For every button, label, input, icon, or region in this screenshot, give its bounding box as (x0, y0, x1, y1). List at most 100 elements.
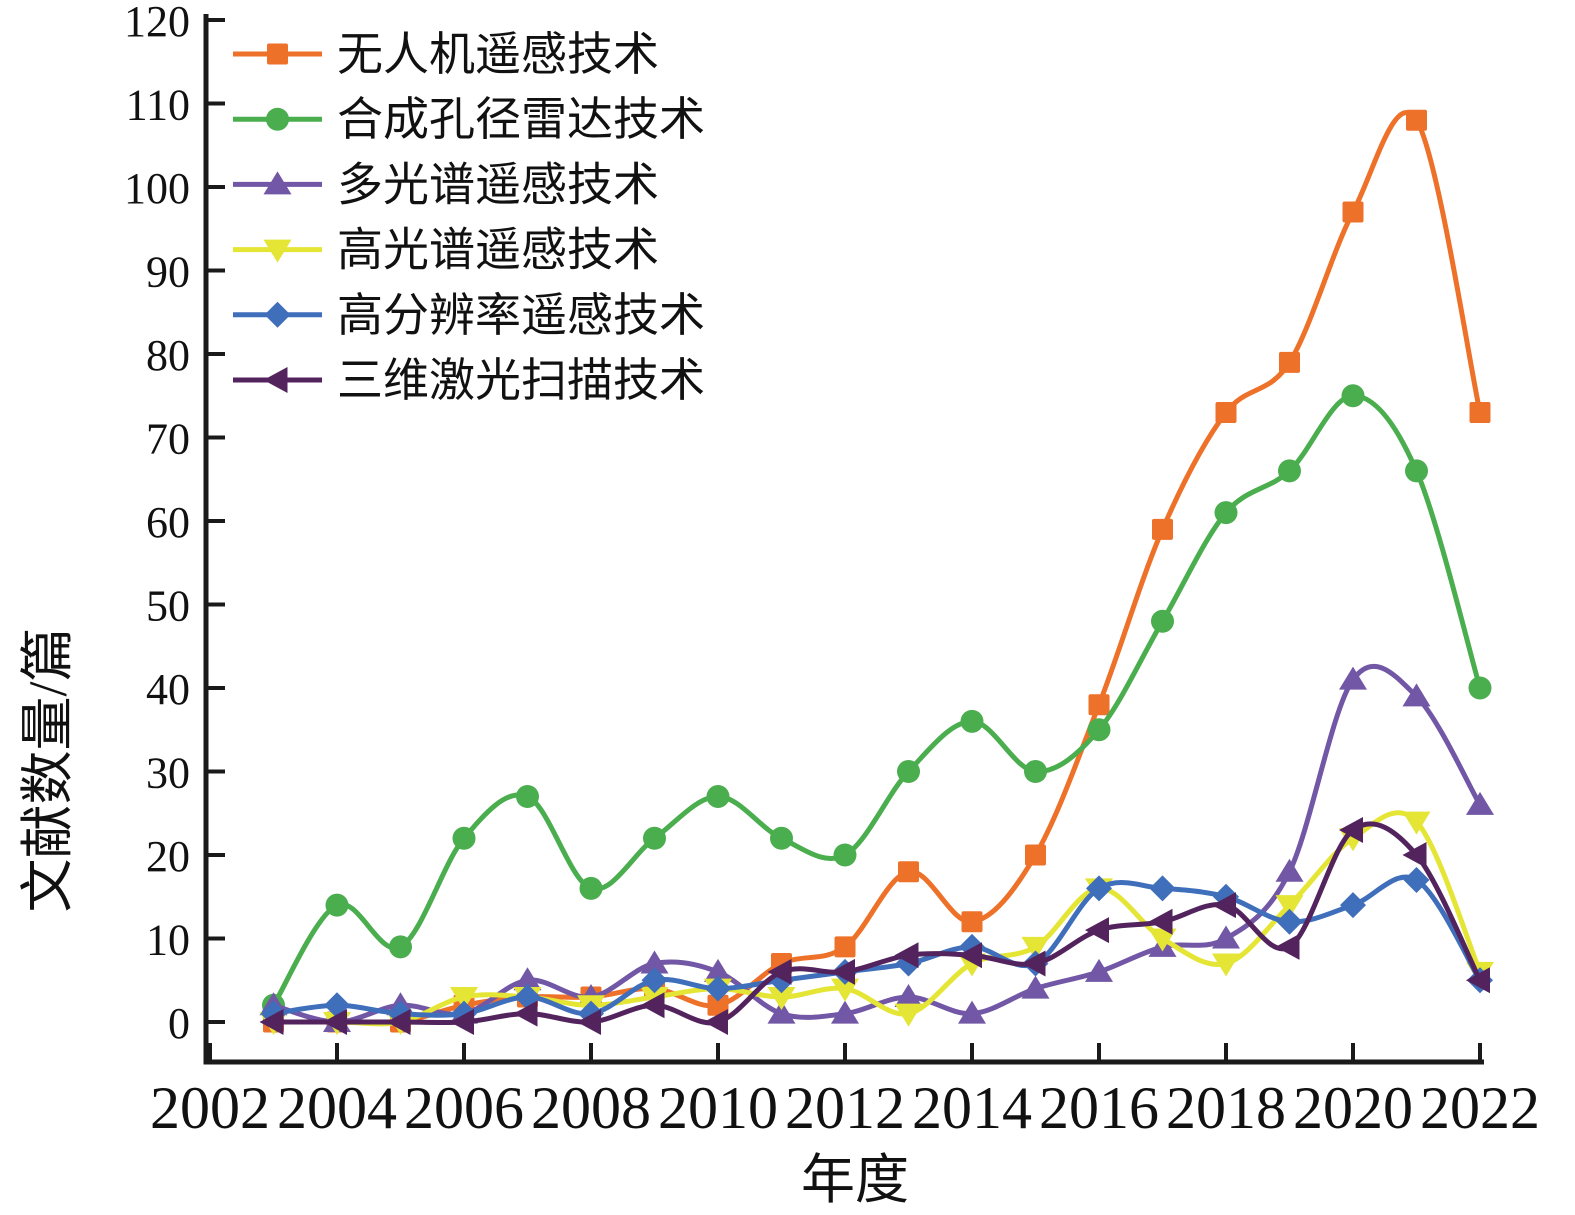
series-line (271, 393, 1483, 1008)
marker-triangle-down (1148, 928, 1177, 952)
marker-square (1025, 844, 1046, 866)
y-axis-title: 文献数量/篇 (18, 627, 78, 912)
marker-square (1406, 109, 1427, 131)
axes-layer: 0 10 20 30 40 50 60 70 80 90 100 110 120 2002 2004 2006… (124, 0, 1540, 1141)
marker-triangle-up (1402, 683, 1431, 707)
marker-diamond (1149, 875, 1176, 902)
legend-item: 合成孔径雷达技术 (233, 94, 705, 145)
marker-circle (833, 843, 857, 867)
series-layer (259, 109, 1494, 1035)
marker-triangle-up (1085, 958, 1113, 982)
x-tick-label: 2010 (658, 1075, 778, 1141)
marker-square (1342, 201, 1364, 223)
marker-diamond (264, 301, 291, 328)
marker-triangle-up (958, 1000, 986, 1024)
marker-circle (325, 893, 349, 917)
x-tick-label: 2002 (150, 1075, 270, 1141)
legend-item-label: 高光谱遥感技术 (337, 225, 659, 276)
y-tick-label: 40 (146, 665, 190, 714)
y-tick-label: 0 (168, 999, 190, 1048)
y-tick-label: 70 (146, 415, 190, 464)
y-tick-label: 110 (126, 81, 190, 130)
legend-item-label: 合成孔径雷达技术 (337, 94, 705, 145)
marker-triangle-left (831, 958, 855, 985)
legend-item-label: 无人机遥感技术 (337, 29, 659, 80)
marker-triangle-up (704, 958, 732, 982)
marker-square (1088, 694, 1110, 716)
marker-triangle-down (767, 986, 796, 1010)
marker-circle (1405, 459, 1428, 483)
marker-circle (1087, 718, 1111, 742)
marker-circle (266, 107, 289, 131)
marker-triangle-left (767, 958, 792, 985)
marker-triangle-up (1466, 791, 1494, 815)
marker-triangle-up (640, 950, 669, 974)
marker-circle (389, 935, 412, 959)
legend-item: 高光谱遥感技术 (233, 225, 659, 276)
y-tick-label: 100 (124, 164, 190, 213)
marker-triangle-up (1212, 925, 1240, 949)
marker-triangle-up (1339, 666, 1367, 690)
y-tick-label: 90 (146, 248, 190, 297)
legend-item-label: 多光谱遥感技术 (337, 159, 659, 210)
marker-circle (1151, 609, 1174, 633)
x-tick-label: 2008 (531, 1075, 651, 1141)
marker-triangle-down (1021, 936, 1050, 960)
x-tick-label: 2018 (1166, 1075, 1286, 1141)
legend-item: 三维激光扫描技术 (233, 355, 705, 406)
x-axis-title: 年度 (801, 1150, 909, 1210)
marker-triangle-left (1085, 917, 1109, 944)
marker-triangle-left (263, 367, 288, 393)
marker-square (267, 43, 288, 65)
x-tick-label: 2006 (404, 1075, 524, 1141)
marker-triangle-down (894, 1003, 923, 1027)
marker-square (961, 911, 983, 933)
x-tick-label: 2016 (1039, 1075, 1159, 1141)
marker-triangle-down (1402, 811, 1431, 835)
marker-triangle-up (513, 967, 542, 991)
marker-circle (770, 826, 793, 850)
legend-item-label: 高分辨率遥感技术 (337, 290, 705, 341)
marker-triangle-left (704, 1009, 728, 1035)
x-tick-label: 2020 (1293, 1075, 1413, 1141)
marker-circle (1214, 501, 1238, 525)
marker-circle (706, 785, 730, 809)
marker-triangle-left (1339, 816, 1363, 843)
marker-triangle-down (263, 239, 292, 263)
marker-triangle-left (894, 942, 919, 969)
marker-triangle-up (831, 1000, 859, 1024)
legend-item: 高分辨率遥感技术 (233, 290, 705, 341)
x-tick-label: 2022 (1420, 1075, 1540, 1141)
marker-diamond (1276, 908, 1303, 935)
marker-triangle-left (1212, 892, 1236, 919)
marker-diamond (1403, 867, 1430, 894)
y-tick-label: 60 (146, 498, 190, 547)
marker-square (1469, 401, 1491, 423)
marker-triangle-left (640, 992, 665, 1019)
marker-square (834, 936, 856, 958)
y-tick-label: 50 (146, 582, 190, 631)
marker-circle (1024, 760, 1047, 783)
marker-circle (960, 709, 984, 733)
marker-triangle-down (1212, 953, 1240, 977)
series-triangle-up (259, 663, 1494, 1032)
marker-circle (643, 826, 666, 850)
marker-square (707, 994, 729, 1016)
x-tick-label: 2014 (912, 1075, 1032, 1141)
marker-triangle-up (1021, 975, 1050, 999)
marker-triangle-down (450, 986, 478, 1010)
marker-triangle-up (894, 983, 923, 1007)
marker-circle (897, 760, 920, 783)
y-tick-label: 80 (146, 331, 190, 380)
marker-circle (452, 826, 476, 850)
marker-triangle-left (323, 1009, 347, 1035)
y-tick-label: 20 (146, 832, 190, 881)
marker-triangle-down (831, 978, 859, 1002)
marker-triangle-left (958, 942, 982, 969)
series-circle (262, 384, 1492, 1017)
legend-item: 多光谱遥感技术 (233, 159, 659, 210)
y-tick-label: 30 (146, 749, 190, 798)
marker-square (1152, 518, 1173, 540)
